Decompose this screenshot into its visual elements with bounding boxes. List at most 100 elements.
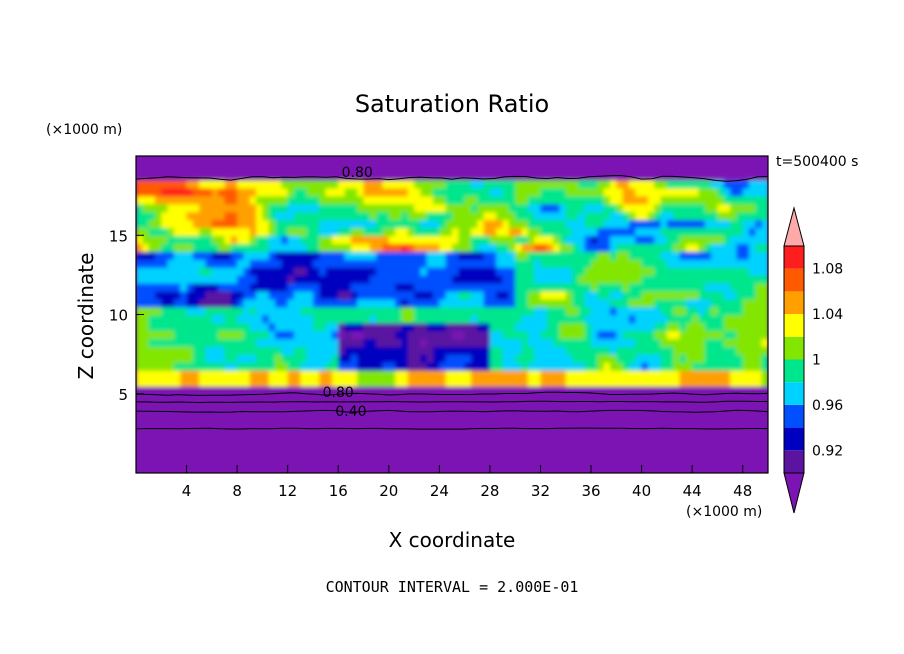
field-cell [654,290,662,300]
field-cell [312,227,321,237]
field-cell [704,306,712,316]
field-cell [224,330,232,340]
field-cell [546,322,554,332]
field-cell [357,211,365,221]
field-cell [262,227,270,237]
field-cell [496,211,504,221]
field-cell [439,338,447,347]
field-cell [477,385,485,395]
field-cell [515,227,523,237]
field-cell [319,385,327,395]
field-cell [439,306,447,316]
field-cell [268,385,276,395]
field-cell [312,211,321,221]
field-cell [749,330,757,340]
field-cell [294,187,302,197]
field-cell [401,385,409,395]
field-cell [470,346,479,355]
field-cell [660,322,668,332]
field-cell [306,322,314,332]
field-cell [578,235,586,244]
field-cell [136,227,144,237]
field-cell [679,290,687,300]
field-cell [660,385,668,395]
contour-line-lower-1 [136,427,768,430]
field-cell [515,282,523,292]
field-cell [230,211,238,221]
field-cell [420,219,428,229]
field-cell [445,259,453,268]
field-cell [306,195,314,205]
field-cell [660,369,668,379]
field-cell [357,274,365,284]
field-cell [527,211,535,221]
field-cell [262,235,270,244]
field-cell [597,290,605,300]
field-cell [711,377,719,387]
field-cell [230,179,238,189]
field-cell [546,179,554,189]
field-cell [173,235,182,244]
field-cell [407,211,415,221]
field-cell [211,330,219,340]
field-cell [136,306,144,316]
field-cell [300,187,308,197]
field-cell [407,377,415,387]
field-cell [679,330,687,340]
field-cell [483,227,491,237]
field-cell [363,306,371,316]
field-cell [515,362,523,371]
field-cell [294,219,302,229]
field-cell [319,171,327,181]
field-cell [477,171,485,181]
field-cell [458,195,466,205]
field-cell [331,227,340,237]
field-cell [685,330,693,340]
field-cell [161,298,169,308]
field-cell [452,243,460,252]
field-cell [142,298,150,308]
field-cell [142,243,150,252]
field-cell [211,219,219,229]
field-cell [344,282,352,292]
field-cell [489,338,498,347]
field-cell [496,298,504,308]
field-cell [294,306,302,316]
field-cell [243,179,251,189]
field-cell [275,227,283,237]
field-cell [237,354,245,363]
field-cell [647,377,656,387]
field-cell [369,227,377,237]
field-cell [730,187,738,197]
field-cell [218,369,226,379]
field-cell [470,369,479,379]
field-cell [755,298,763,308]
field-cell [540,377,548,387]
field-cell [717,298,725,308]
colorbar-tick-label: 0.96 [812,398,843,414]
field-cell [407,354,415,363]
field-cell [199,171,207,181]
field-cell [489,171,498,181]
field-cell [647,251,656,260]
field-cell [452,195,460,205]
field-cell [167,211,175,221]
field-cell [572,354,580,363]
field-cell [704,330,712,340]
field-cell [376,346,384,355]
field-cell [376,369,384,379]
field-cell [464,377,472,387]
field-cell [628,227,637,237]
field-cell [761,179,768,189]
field-cell [692,211,700,221]
field-cell [736,243,744,252]
field-cell [369,298,377,308]
field-cell [376,235,384,244]
field-cell [647,211,656,221]
field-cell [426,219,434,229]
field-cell [186,259,194,268]
field-cell [211,385,219,395]
field-cell [540,203,548,213]
field-cell [268,171,276,181]
field-cell [338,235,346,244]
